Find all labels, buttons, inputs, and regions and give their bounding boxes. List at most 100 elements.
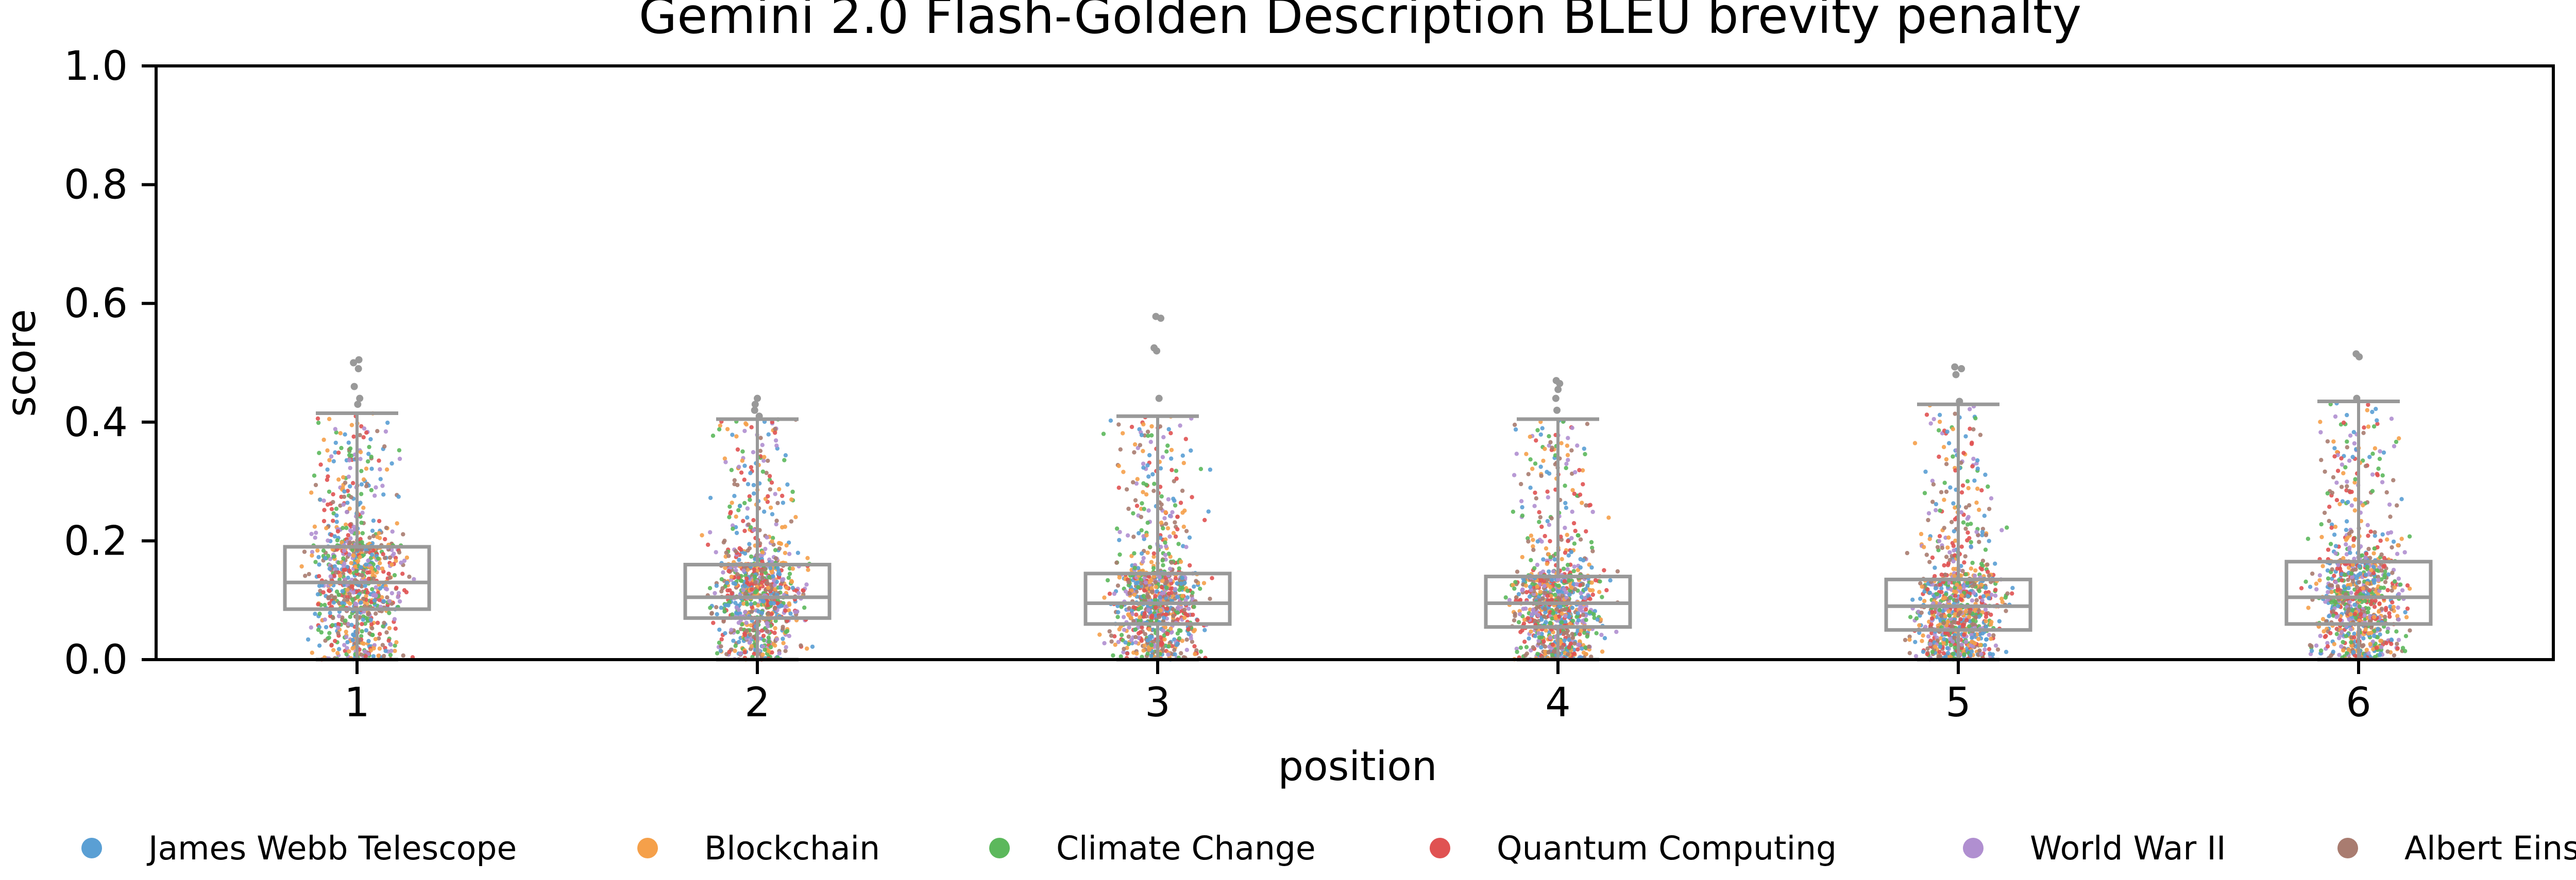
strip-point (1578, 583, 1583, 588)
strip-point (1590, 592, 1595, 597)
strip-point (1170, 468, 1174, 472)
strip-point (1578, 537, 1583, 542)
strip-point (347, 506, 352, 511)
strip-point (327, 566, 332, 571)
strip-point (726, 554, 731, 558)
strip-point (1132, 565, 1137, 571)
strip-point (1543, 533, 1547, 539)
strip-point (1513, 427, 1518, 432)
strip-point (706, 542, 710, 547)
strip-point (1536, 631, 1541, 636)
strip-point (392, 551, 396, 556)
strip-point (1141, 594, 1146, 598)
strip-point (2332, 532, 2337, 537)
strip-point (1519, 481, 1523, 487)
strip-point (767, 474, 772, 478)
strip-point (796, 591, 801, 596)
strip-point (331, 648, 336, 652)
strip-point (327, 589, 332, 593)
strip-point (1962, 560, 1967, 565)
strip-point (1173, 520, 1177, 525)
strip-point (1583, 452, 1587, 457)
strip-point (2372, 530, 2377, 534)
strip-point (1593, 578, 1598, 583)
strip-point (2382, 556, 2386, 560)
strip-point (368, 617, 373, 622)
strip-point (1993, 561, 1997, 566)
strip-point (350, 547, 355, 553)
strip-point (1562, 587, 1567, 592)
strip-point (1133, 627, 1138, 632)
strip-point (760, 598, 766, 603)
strip-point (786, 575, 791, 580)
strip-point (1598, 579, 1602, 584)
strip-point (1571, 568, 1576, 574)
strip-point (371, 654, 376, 659)
strip-point (2372, 605, 2377, 609)
strip-point (351, 590, 356, 595)
strip-point (1534, 438, 1538, 443)
strip-point (742, 501, 747, 506)
strip-point (708, 495, 713, 501)
strip-point (1953, 411, 1957, 416)
strip-point (2361, 636, 2366, 641)
strip-point (1535, 562, 1540, 567)
strip-point (773, 426, 777, 432)
strip-point (1946, 535, 1951, 540)
strip-point (1930, 499, 1935, 504)
strip-point (1126, 580, 1131, 584)
strip-point (377, 458, 381, 463)
strip-point (359, 492, 364, 496)
strip-point (1149, 433, 1154, 438)
strip-point (1550, 616, 1554, 621)
strip-point (1145, 638, 1150, 643)
strip-point (747, 494, 752, 499)
strip-point (745, 580, 750, 585)
strip-point (1591, 612, 1596, 617)
strip-point (719, 637, 724, 642)
strip-point (1549, 516, 1554, 521)
strip-point (329, 532, 334, 538)
strip-point (315, 548, 320, 553)
strip-point (749, 465, 754, 470)
strip-point (372, 493, 377, 498)
strip-point (2403, 610, 2408, 615)
strip-point (723, 460, 728, 464)
strip-point (1142, 588, 1147, 593)
strip-point (1118, 654, 1123, 659)
strip-point (1579, 591, 1583, 596)
strip-point (1565, 567, 1570, 572)
strip-point (1934, 502, 1939, 507)
strip-point (1556, 583, 1561, 588)
strip-point (763, 546, 768, 551)
strip-point (1575, 443, 1580, 448)
strip-point (358, 615, 362, 619)
strip-point (1138, 615, 1142, 620)
strip-point (1165, 606, 1170, 611)
strip-point (1562, 579, 1567, 584)
strip-point (2326, 576, 2331, 581)
strip-point (1986, 484, 1990, 489)
strip-point (1175, 641, 1180, 646)
strip-point (761, 458, 766, 463)
strip-point (2318, 420, 2323, 424)
strip-point (1584, 617, 1588, 623)
strip-point (360, 531, 365, 536)
strip-point (377, 566, 381, 571)
strip-point (771, 536, 775, 541)
strip-point (1978, 433, 1983, 437)
strip-point (358, 450, 363, 455)
strip-point (749, 609, 754, 614)
strip-point (1570, 425, 1574, 430)
strip-point (1538, 590, 1543, 594)
strip-point (314, 530, 318, 535)
strip-point (2337, 502, 2342, 507)
strip-point (1131, 619, 1136, 624)
strip-point (1193, 652, 1197, 657)
strip-point (1958, 585, 1962, 590)
strip-point (388, 642, 393, 647)
strip-point (1938, 582, 1942, 587)
strip-point (1930, 649, 1935, 654)
strip-point (2004, 609, 2008, 613)
